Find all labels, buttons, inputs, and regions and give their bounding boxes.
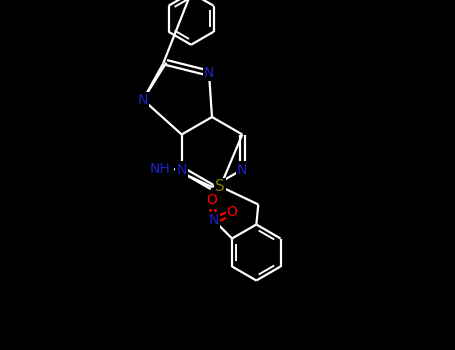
Text: O: O xyxy=(227,205,238,219)
Text: NH: NH xyxy=(150,162,170,176)
Text: 2: 2 xyxy=(177,169,183,179)
Text: N: N xyxy=(209,214,219,228)
Text: N: N xyxy=(177,162,187,176)
Text: O: O xyxy=(207,194,217,208)
Text: N: N xyxy=(138,93,148,107)
Text: S: S xyxy=(215,179,225,194)
Text: N: N xyxy=(237,162,248,176)
Text: N: N xyxy=(204,66,214,80)
